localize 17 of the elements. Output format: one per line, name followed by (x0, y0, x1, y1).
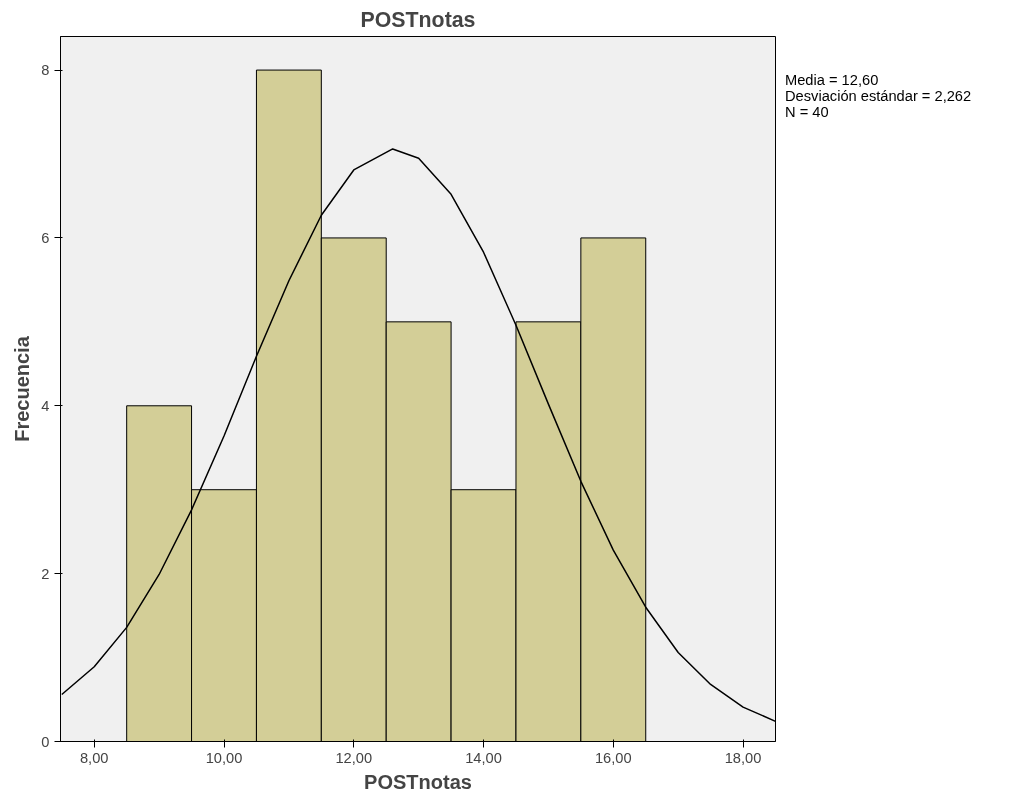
x-tick-label: 16,00 (594, 749, 632, 766)
chart-title: POSTnotas (360, 7, 476, 32)
y-axis-title: Frecuencia (11, 335, 34, 442)
y-tick-label: 4 (41, 397, 50, 414)
x-tick-label: 8,00 (79, 749, 109, 766)
y-tick-label: 8 (41, 62, 50, 79)
x-tick-label: 14,00 (465, 749, 502, 766)
text: N = 40 (785, 104, 829, 121)
text: Media = 12,60 (785, 72, 879, 88)
y-tick-label: 2 (41, 565, 50, 582)
text: Desviación estándar = 2,262 (785, 88, 972, 105)
y-tick-label: 0 (41, 733, 50, 750)
x-axis-title: POSTnotas (364, 770, 472, 793)
x-tick-label: 18,00 (724, 749, 762, 766)
x-tick-label: 12,00 (335, 749, 373, 766)
x-tick-label: 10,00 (205, 749, 243, 766)
y-tick-label: 6 (41, 229, 50, 246)
